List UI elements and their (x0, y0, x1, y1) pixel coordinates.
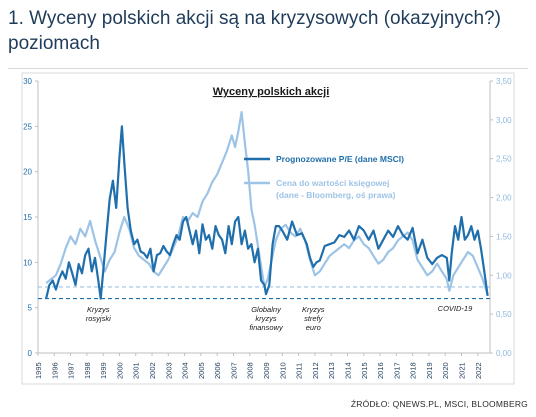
x-tick-label: 2008 (246, 362, 255, 379)
x-tick-label: 2001 (132, 362, 141, 379)
annotation-label: rosyjski (86, 314, 111, 323)
chart-frame: Wyceny polskich akcji 0 5 10 15 20 25 30 0,00 0,… (8, 68, 528, 399)
annotation-label: euro (306, 323, 321, 332)
x-tick-label: 2021 (457, 362, 466, 379)
y-tick-label-right: 1,50 (496, 232, 512, 241)
y-tick-label-left: 20 (23, 168, 32, 177)
x-tick-label: 2020 (441, 362, 450, 379)
x-tick-label: 2016 (376, 362, 385, 379)
y-tick-label-right: 2,50 (496, 155, 512, 164)
annotation-label: finansowy (249, 323, 284, 332)
x-tick-label: 2000 (115, 362, 124, 379)
x-tick-label: 2022 (474, 362, 483, 379)
x-tick-label: 2019 (425, 362, 434, 379)
x-tick-label: 2005 (197, 362, 206, 379)
annotation-label: Kryzys (87, 305, 110, 314)
x-tick-label: 2017 (392, 362, 401, 379)
x-tick-label: 2006 (213, 362, 222, 379)
y-tick-label-right: 1,00 (496, 271, 512, 280)
chart-title: Wyceny polskich akcji (213, 86, 330, 98)
x-tick-label: 2009 (262, 362, 271, 379)
x-tick-label: 2018 (409, 362, 418, 379)
series-line-pbv (45, 110, 489, 296)
y-tick-label-right: 2,00 (496, 194, 512, 203)
x-tick-label: 2015 (360, 362, 369, 379)
x-tick-label: 1996 (50, 362, 59, 379)
series-line-pe (45, 125, 489, 300)
chart: Wyceny polskich akcji 0 5 10 15 20 25 30 0,00 0,… (21, 72, 515, 385)
y-tick-label-right: 3,00 (496, 116, 512, 125)
x-tick-label: 1999 (99, 362, 108, 379)
y-tick-label-left: 5 (28, 304, 33, 313)
y-tick-label-left: 25 (23, 122, 32, 131)
x-tick-label: 2010 (278, 362, 287, 379)
y-tick-label-right: 0,00 (496, 349, 512, 358)
page-title: 1. Wyceny polskich akcji są na kryzysowy… (8, 8, 501, 54)
x-tick-label: 1998 (83, 362, 92, 379)
source-note: ŹRÓDŁO: QNEWS.PL, MSCI, BLOOMBERG (350, 399, 528, 409)
annotation-label: kryzys (255, 314, 276, 323)
x-tick-label: 2012 (311, 362, 320, 379)
annotation-label: COVID-19 (438, 304, 473, 313)
plot-frame (21, 72, 515, 385)
annotation-label: Globalny (251, 305, 282, 314)
legend-label-pbv: Cena do wartości księgowej (276, 178, 389, 188)
y-tick-label-right: 3,50 (496, 77, 512, 86)
x-tick-label: 1995 (34, 362, 43, 379)
x-tick-label: 1997 (67, 362, 76, 379)
y-tick-label-left: 0 (28, 349, 33, 358)
legend-label-pe: Prognozowane P/E (dane MSCI) (276, 154, 404, 164)
annotation-label: strefy (304, 314, 324, 323)
annotation-label: Kryzys (302, 305, 325, 314)
x-tick-label: 2004 (181, 362, 190, 379)
legend-label-pbv: (dane - Bloomberg, oś prawa) (276, 190, 396, 200)
x-tick-label: 2014 (343, 362, 352, 379)
x-tick-label: 2002 (148, 362, 157, 379)
x-tick-label: 2003 (164, 362, 173, 379)
x-tick-label: 2007 (229, 362, 238, 379)
x-tick-label: 2013 (327, 362, 336, 379)
y-tick-label-left: 10 (23, 258, 32, 267)
y-tick-label-right: 0,50 (496, 310, 512, 319)
y-tick-label-left: 15 (23, 213, 32, 222)
y-tick-label-left: 30 (23, 77, 32, 86)
x-tick-label: 2011 (295, 363, 304, 379)
